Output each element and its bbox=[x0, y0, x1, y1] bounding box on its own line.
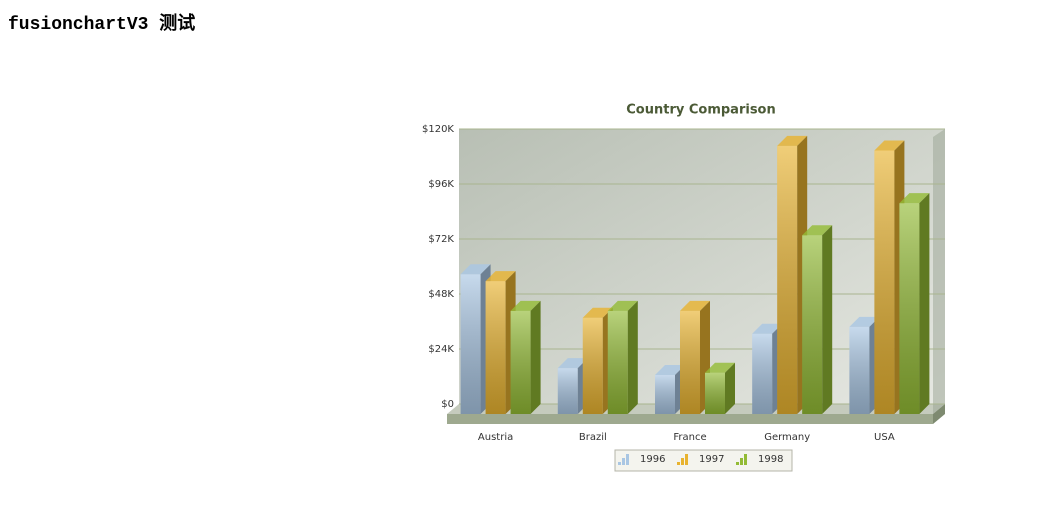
legend-label: 1997 bbox=[699, 454, 724, 465]
page-heading: fusionchartV3 测试 bbox=[8, 15, 196, 35]
legend-label: 1998 bbox=[758, 454, 783, 465]
floor-side bbox=[933, 404, 945, 424]
bar-shade bbox=[802, 235, 823, 414]
bar-side bbox=[822, 225, 833, 414]
legend-icon bbox=[740, 458, 743, 465]
bar-shade bbox=[655, 375, 675, 414]
x-tick-label: USA bbox=[874, 432, 895, 443]
legend-box bbox=[614, 449, 793, 472]
bar-shade bbox=[849, 326, 870, 414]
bar-shade bbox=[557, 368, 578, 414]
bar-top bbox=[485, 271, 516, 282]
legend-label: 1996 bbox=[640, 454, 665, 465]
bar-shade bbox=[777, 145, 798, 414]
bar-shade bbox=[899, 203, 920, 414]
bar-shade bbox=[705, 372, 725, 414]
y-tick-label: $0 bbox=[441, 399, 454, 410]
bar-shade bbox=[680, 310, 700, 414]
bar-shade bbox=[582, 317, 603, 414]
bar-shade bbox=[874, 150, 895, 415]
wall-edge bbox=[933, 129, 945, 414]
y-tick-label: $24K bbox=[428, 344, 454, 355]
legend-icon bbox=[622, 458, 625, 465]
legend-icon bbox=[736, 462, 739, 465]
bar-side bbox=[919, 193, 930, 414]
legend-icon bbox=[677, 462, 680, 465]
x-tick-label: Austria bbox=[478, 432, 513, 443]
bar-shade bbox=[510, 310, 531, 414]
bar-side bbox=[725, 362, 735, 414]
bar-shade bbox=[607, 310, 628, 414]
bar-side bbox=[627, 300, 638, 414]
legend-icon bbox=[626, 454, 629, 465]
bar-side bbox=[530, 300, 541, 414]
bar-shade bbox=[752, 333, 773, 414]
chart-title: Country Comparison bbox=[626, 103, 776, 118]
y-tick-label: $72K bbox=[428, 234, 454, 245]
y-tick-label: $96K bbox=[428, 179, 454, 190]
x-tick-label: Brazil bbox=[579, 432, 607, 443]
bar-shade bbox=[460, 274, 481, 414]
bar-shade bbox=[485, 281, 506, 414]
legend-icon bbox=[685, 454, 688, 465]
legend-icon bbox=[681, 458, 684, 465]
legend-icon bbox=[744, 454, 747, 465]
legend-icon bbox=[618, 462, 621, 465]
x-tick-label: Germany bbox=[764, 432, 810, 443]
x-tick-label: France bbox=[673, 432, 706, 443]
y-tick-label: $120K bbox=[422, 124, 454, 135]
y-tick-label: $48K bbox=[428, 289, 454, 300]
floor-front bbox=[447, 414, 933, 424]
